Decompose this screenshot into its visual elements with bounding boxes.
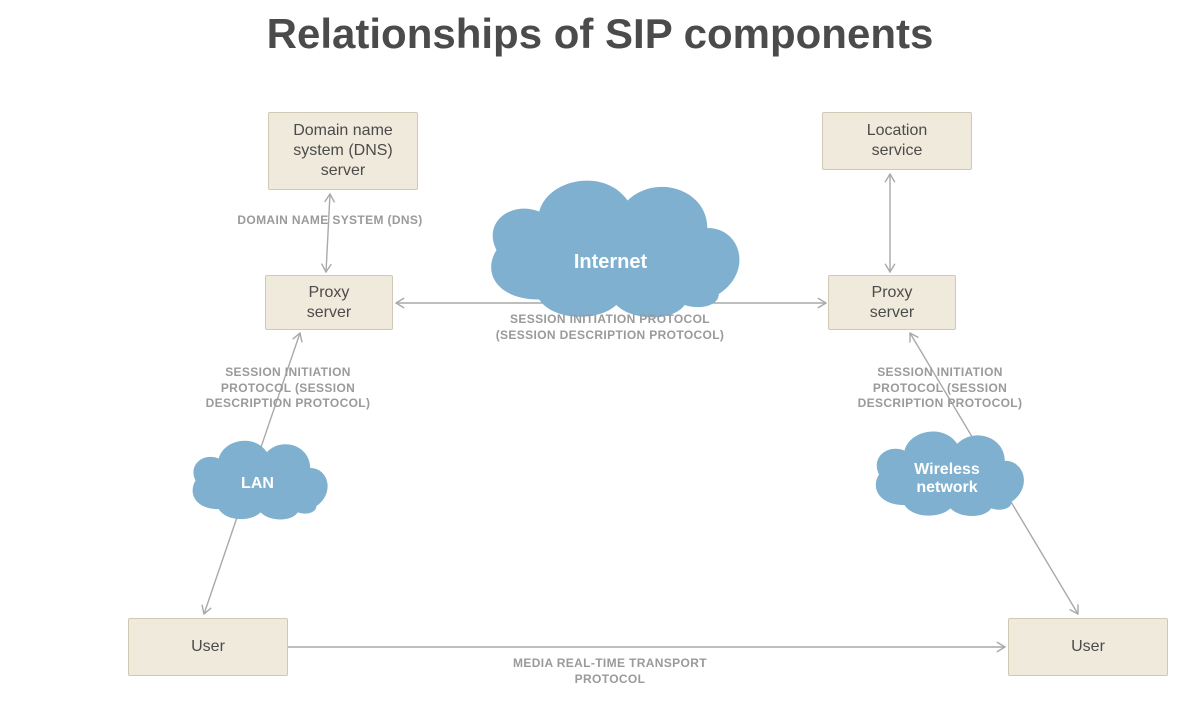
diagram-canvas: Relationships of SIP components Domain n… [0,0,1200,710]
box-label-user_right: User [1071,637,1105,657]
box-label-location: Location service [867,121,928,161]
box-user_right: User [1008,618,1168,676]
cloud-lan: LAN [180,430,335,525]
box-user_left: User [128,618,288,676]
edge-label-proxy_user_left_label: SESSION INITIATION PROTOCOL (SESSION DES… [188,365,388,412]
diagram-title: Relationships of SIP components [0,10,1200,58]
edge-label-proxy_user_right_label: SESSION INITIATION PROTOCOL (SESSION DES… [840,365,1040,412]
cloud-wireless: Wireless network [862,420,1032,522]
box-label-proxy_left: Proxy server [307,283,351,323]
box-label-user_left: User [191,637,225,657]
cloud-label-wireless: Wireless network [914,461,980,497]
edges-layer [0,0,1200,710]
box-proxy_left: Proxy server [265,275,393,330]
cloud-label-internet: Internet [574,251,647,274]
edge-label-user_user_label: MEDIA REAL-TIME TRANSPORT PROTOCOL [480,656,740,687]
edge-label-dns_label: DOMAIN NAME SYSTEM (DNS) [200,213,460,229]
box-label-proxy_right: Proxy server [870,283,914,323]
cloud-label-lan: LAN [241,475,274,493]
box-proxy_right: Proxy server [828,275,956,330]
box-location: Location service [822,112,972,170]
cloud-internet: Internet [468,162,753,327]
box-dns: Domain name system (DNS) server [268,112,418,190]
edge-label-proxy_proxy_label: SESSION INITIATION PROTOCOL (SESSION DES… [480,312,740,343]
box-label-dns: Domain name system (DNS) server [293,121,393,181]
